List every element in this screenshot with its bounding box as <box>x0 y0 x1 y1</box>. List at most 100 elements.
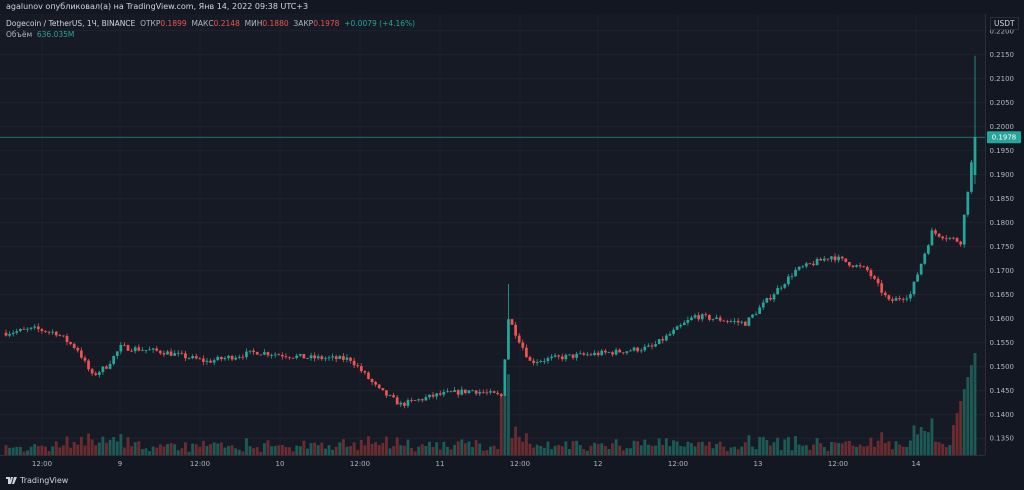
candle-body <box>923 253 927 264</box>
tradingview-logo[interactable]: TradingView <box>6 476 68 485</box>
volume-bar <box>672 440 675 455</box>
price-tick-label: 0.1550 <box>990 339 1015 347</box>
volume-bar <box>309 443 313 455</box>
candle-body <box>503 359 507 396</box>
candle-body <box>15 331 19 333</box>
candle-body <box>345 357 349 360</box>
candle-body <box>887 295 891 300</box>
time-axis[interactable] <box>0 455 985 473</box>
candle-body <box>858 265 862 267</box>
candle-body <box>973 137 977 176</box>
candle-body <box>141 350 144 352</box>
tradingview-logo-icon <box>6 477 17 484</box>
legend-symbol[interactable]: Dogecoin / TetherUS, 1Ч, BINANCE <box>6 19 136 28</box>
candle-body <box>446 391 449 393</box>
time-tick-label: 13 <box>754 460 763 468</box>
volume-bar <box>611 443 614 455</box>
volume-bar <box>191 443 195 455</box>
volume-bar <box>926 432 930 455</box>
candle-body <box>568 354 571 356</box>
volume-bar <box>262 443 266 455</box>
candle-body <box>184 353 187 359</box>
volume-bar <box>550 449 553 455</box>
volume-bar <box>715 443 719 455</box>
candle-body <box>830 256 833 260</box>
volume-bar <box>833 442 837 455</box>
volume-bar <box>740 446 744 455</box>
volume-bar <box>905 446 909 455</box>
volume-bar <box>496 449 500 455</box>
volume-bar <box>460 439 464 455</box>
volume-bar <box>345 446 349 455</box>
volume-bar <box>643 439 647 455</box>
volume-bar <box>758 436 762 455</box>
chart-area[interactable] <box>0 14 985 455</box>
volume-bar <box>8 447 12 455</box>
candle-body <box>36 326 40 330</box>
footer <box>0 472 1024 490</box>
candle-body <box>151 348 155 350</box>
volume-bar <box>546 441 550 455</box>
volume-bar <box>140 449 144 455</box>
volume-bar <box>786 436 790 455</box>
legend-close-label: ЗАКР <box>293 19 314 28</box>
volume-bar <box>424 445 428 455</box>
volume-bar <box>650 445 654 455</box>
candle-body <box>263 352 266 355</box>
candle-body <box>743 321 747 326</box>
volume-bar <box>912 425 916 455</box>
legend-close-value: 0.1978 <box>313 19 340 28</box>
volume-bar <box>729 447 733 455</box>
candle-body <box>126 345 130 351</box>
volume-bar <box>388 448 392 455</box>
volume-bar <box>54 441 58 455</box>
candle-body <box>848 262 851 266</box>
volume-bar <box>743 442 747 455</box>
volume-bar <box>790 450 794 455</box>
candle-body <box>636 347 640 352</box>
volume-bar <box>815 438 819 455</box>
candle-body <box>22 329 26 330</box>
candle-body <box>11 332 15 334</box>
candle-body <box>169 351 173 356</box>
candle-body <box>747 317 751 326</box>
price-tick-label: 0.1400 <box>990 411 1015 419</box>
candle-body <box>808 263 812 265</box>
candle-body <box>726 321 729 322</box>
candle-body <box>862 266 866 268</box>
candle-body <box>865 266 869 271</box>
volume-bar <box>453 444 457 455</box>
candle-body <box>650 345 654 347</box>
top-bar: agalunov опубликовал(а) на TradingView.c… <box>0 0 1024 14</box>
volume-bar <box>751 446 754 455</box>
candle-body <box>266 352 270 356</box>
volume-bar <box>219 442 223 455</box>
candle-body <box>309 355 313 359</box>
candle-body <box>363 371 367 373</box>
volume-bar <box>420 444 424 455</box>
volume-bar <box>510 437 514 455</box>
volume-bar <box>26 450 29 455</box>
time-tick-label: 12:00 <box>190 460 210 468</box>
volume-bar <box>901 446 905 455</box>
volume-bar <box>603 445 607 455</box>
volume-bar <box>492 445 496 455</box>
currency-label[interactable]: USDT <box>990 17 1019 30</box>
volume-bar <box>779 450 783 455</box>
candle-body <box>966 191 970 215</box>
candle-body <box>603 350 607 353</box>
volume-bar <box>898 444 902 455</box>
volume-bar <box>969 365 973 455</box>
volume-bar <box>930 418 934 455</box>
price-axis[interactable] <box>985 14 1024 455</box>
candle-body <box>582 353 586 355</box>
volume-bar <box>327 445 331 455</box>
volume-bar <box>880 432 884 455</box>
legend-volume-label[interactable]: Объём <box>6 30 33 39</box>
candle-body <box>245 351 248 358</box>
volume-bar <box>629 448 632 455</box>
candle-body <box>259 354 263 356</box>
candle-body <box>209 360 212 363</box>
candle-body <box>855 265 858 267</box>
candle-body <box>553 355 557 357</box>
